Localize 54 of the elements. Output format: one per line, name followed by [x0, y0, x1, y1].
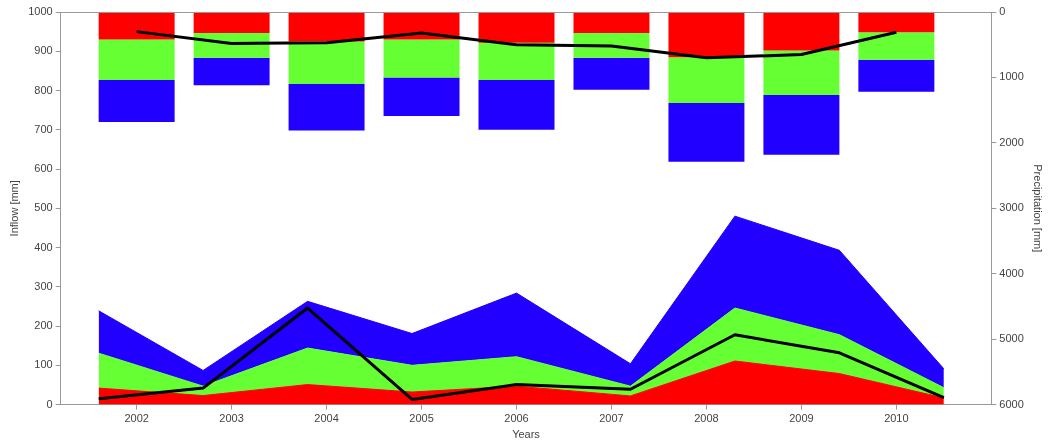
bar [763, 50, 840, 96]
y2-tick-label: 3000 [999, 201, 1024, 214]
y-tick-label: 300 [34, 279, 53, 292]
bar [858, 12, 935, 33]
x-tick-label: 2006 [504, 412, 529, 425]
y-tick-label: 600 [34, 162, 53, 175]
bar [763, 12, 840, 51]
y-tick-label: 1000 [28, 5, 53, 18]
y2-tick-label: 6000 [999, 397, 1024, 410]
y2-tick-label: 4000 [999, 266, 1024, 279]
x-tick-label: 2009 [789, 412, 814, 425]
bar [288, 12, 365, 42]
y2-tick-label: 2000 [999, 135, 1024, 148]
bar [858, 32, 935, 60]
bar [478, 12, 555, 43]
y-tick-label: 200 [34, 319, 53, 332]
bar [193, 12, 270, 33]
y-tick-label: 0 [46, 397, 53, 410]
y-tick-label: 100 [34, 358, 53, 371]
y2-axis-title: Precipitation [mm] [1032, 164, 1045, 253]
x-tick-label: 2005 [409, 412, 434, 425]
y-tick-label: 900 [34, 44, 53, 57]
y-tick-label: 700 [34, 122, 53, 135]
bar [668, 12, 745, 58]
bar [858, 59, 935, 92]
bar [98, 39, 175, 81]
bar [478, 42, 555, 81]
x-tick-label: 2007 [599, 412, 624, 425]
bar [478, 80, 555, 130]
y-tick-label: 400 [34, 240, 53, 253]
y2-tick-label: 1000 [999, 70, 1024, 83]
y2-tick-label: 0 [999, 5, 1006, 18]
bar [98, 12, 175, 40]
bar [383, 39, 460, 78]
y-tick-label: 500 [34, 201, 53, 214]
bar [288, 83, 365, 131]
bar [668, 57, 745, 103]
bar [573, 57, 650, 90]
x-tick-label: 2002 [124, 412, 149, 425]
bar [763, 95, 840, 155]
y-axis-title: Inflow [mm] [7, 180, 20, 237]
bar [288, 41, 365, 84]
bar [193, 57, 270, 86]
bar [383, 77, 460, 117]
bar [668, 102, 745, 162]
bar [573, 12, 650, 33]
x-axis-title: Years [512, 428, 541, 441]
x-tick-label: 2010 [884, 412, 909, 425]
x-tick-label: 2008 [694, 412, 719, 425]
y-tick-label: 800 [34, 83, 53, 96]
bar [98, 80, 175, 122]
x-tick-label: 2004 [314, 412, 339, 425]
x-tick-label: 2003 [219, 412, 244, 425]
y2-tick-label: 5000 [999, 332, 1024, 345]
